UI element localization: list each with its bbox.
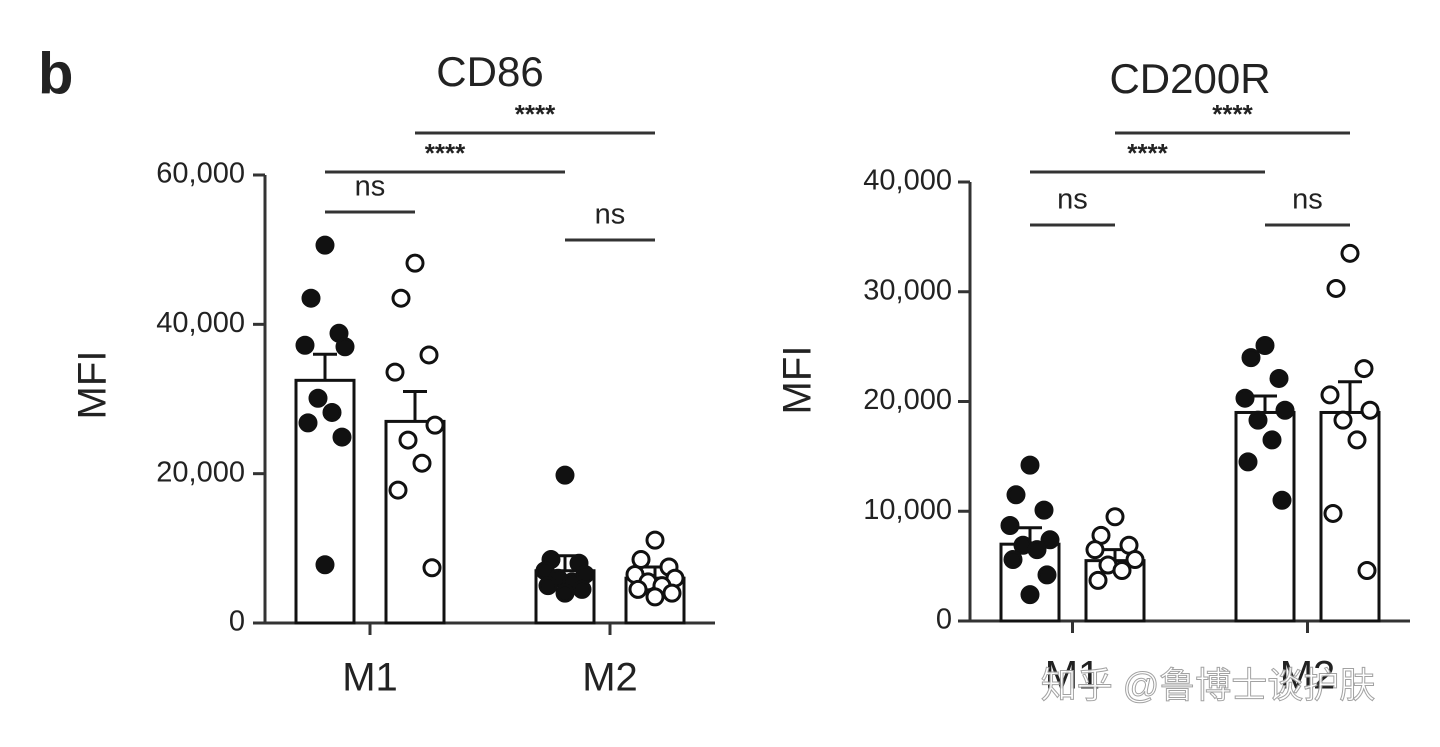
chart-title: CD86: [436, 48, 543, 95]
data-point: [1262, 430, 1282, 450]
data-point: [1027, 540, 1047, 560]
data-point: [1037, 565, 1057, 585]
data-point: [412, 453, 432, 473]
data-point: [1248, 410, 1268, 430]
data-point: [628, 579, 648, 599]
bar: [294, 378, 356, 625]
data-point: [391, 288, 411, 308]
y-tick-label: 30,000: [863, 274, 952, 306]
error-bar: [1338, 380, 1362, 413]
y-tick-label: 60,000: [156, 158, 245, 190]
error-bar: [313, 352, 337, 381]
panel-label: b: [38, 41, 73, 106]
error-bar: [1253, 394, 1277, 413]
data-point: [1088, 570, 1108, 590]
data-point: [1347, 430, 1367, 450]
significance-label: ns: [355, 171, 386, 203]
data-point: [1238, 452, 1258, 472]
data-point: [315, 555, 335, 575]
data-point: [298, 413, 318, 433]
data-point: [1112, 561, 1132, 581]
data-point: [572, 579, 592, 599]
data-point: [1269, 368, 1289, 388]
data-point: [405, 253, 425, 273]
y-tick-label: 0: [936, 604, 952, 636]
x-tick-label: M2: [582, 656, 638, 700]
data-point: [1326, 278, 1346, 298]
significance-label: ns: [595, 199, 626, 231]
data-point: [555, 583, 575, 603]
data-point: [1034, 500, 1054, 520]
data-point: [332, 427, 352, 447]
data-point: [388, 480, 408, 500]
data-point: [1272, 490, 1292, 510]
data-point: [335, 337, 355, 357]
data-point: [1000, 516, 1020, 536]
data-point: [385, 362, 405, 382]
data-point: [295, 335, 315, 355]
data-point: [555, 465, 575, 485]
data-point: [1085, 540, 1105, 560]
data-point: [1006, 485, 1026, 505]
error-bar: [403, 390, 427, 422]
data-point: [1235, 388, 1255, 408]
significance-label: ****: [1127, 138, 1168, 168]
data-point: [419, 345, 439, 365]
x-tick-label: M2: [1280, 654, 1336, 698]
data-point: [425, 415, 445, 435]
data-point: [645, 530, 665, 550]
y-axis-label: MFI: [71, 351, 115, 420]
data-point: [315, 235, 335, 255]
x-tick-label: M1: [1045, 654, 1101, 698]
data-point: [1323, 503, 1343, 523]
data-point: [1255, 336, 1275, 356]
data-point: [1020, 455, 1040, 475]
y-axis-label: MFI: [776, 346, 820, 415]
data-point: [662, 583, 682, 603]
significance-label: ns: [1292, 184, 1323, 216]
data-point: [1020, 585, 1040, 605]
data-point: [1354, 359, 1374, 379]
data-point: [1241, 348, 1261, 368]
data-point: [398, 430, 418, 450]
watermark: 知乎 @鲁博士谈护肤: [1041, 665, 1376, 706]
bar: [1234, 410, 1296, 623]
y-tick-label: 0: [229, 606, 245, 638]
data-point: [1340, 243, 1360, 263]
data-point: [1040, 530, 1060, 550]
data-point: [1360, 400, 1380, 420]
data-point: [422, 558, 442, 578]
data-point: [538, 576, 558, 596]
x-tick-label: M1: [342, 656, 398, 700]
y-tick-label: 20,000: [863, 384, 952, 416]
data-point: [1105, 507, 1125, 527]
bar: [384, 419, 446, 625]
data-point: [308, 388, 328, 408]
data-point: [1275, 400, 1295, 420]
significance-label: ****: [425, 138, 466, 168]
data-point: [301, 288, 321, 308]
significance-label: ns: [1057, 184, 1088, 216]
data-point: [1125, 550, 1145, 570]
data-point: [645, 587, 665, 607]
y-tick-label: 40,000: [156, 307, 245, 339]
data-point: [1003, 550, 1023, 570]
significance-label: ****: [1212, 99, 1253, 129]
y-tick-label: 40,000: [863, 165, 952, 197]
data-point: [1333, 410, 1353, 430]
data-point: [1357, 561, 1377, 581]
y-tick-label: 20,000: [156, 456, 245, 488]
y-tick-label: 10,000: [863, 494, 952, 526]
data-point: [1320, 385, 1340, 405]
chart-title: CD200R: [1109, 55, 1270, 102]
data-point: [322, 402, 342, 422]
significance-label: ****: [515, 99, 556, 129]
